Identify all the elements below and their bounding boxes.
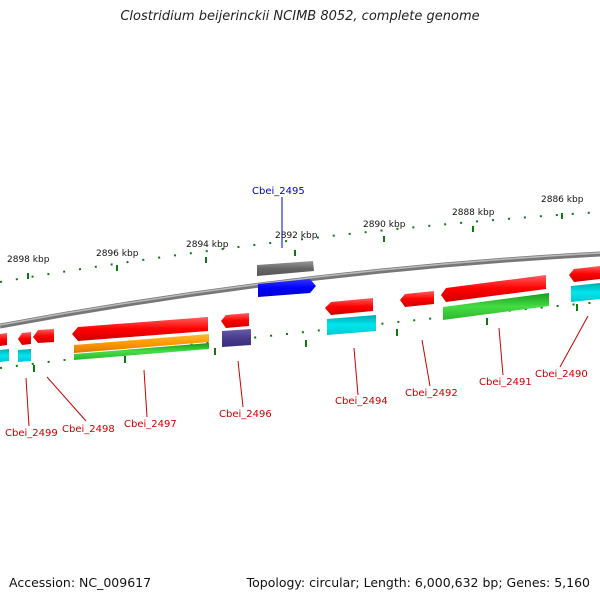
scale-label: 2896 kbp <box>96 249 139 259</box>
scale-major-tick <box>472 226 474 232</box>
genome-title: Clostridium beijerinckii NCIMB 8052, com… <box>120 9 480 24</box>
gene-arrow[interactable] <box>443 293 549 320</box>
scale-major-tick <box>205 257 207 263</box>
gene-label-cbei-2496[interactable]: Cbei_2496 <box>219 409 272 420</box>
gene-arrow[interactable] <box>74 343 209 360</box>
gene-label-cbei-2490[interactable]: Cbei_2490 <box>535 369 588 380</box>
gene-arrow[interactable] <box>0 333 7 346</box>
scale-major-tick <box>27 273 29 279</box>
genome-backbone-highlight <box>0 252 600 326</box>
label-leaders <box>25 197 589 427</box>
upper-scale <box>0 211 600 283</box>
scale-major-tick <box>294 250 296 256</box>
scale-major-tick <box>116 265 118 271</box>
gene-arrow[interactable] <box>18 349 31 362</box>
lower-scale <box>0 301 600 372</box>
gene-arrow[interactable] <box>258 279 316 297</box>
scale-label: 2890 kbp <box>363 220 406 230</box>
gene-arrow[interactable] <box>72 317 208 341</box>
gene-arrow[interactable] <box>400 291 434 307</box>
forward-genes <box>257 261 316 297</box>
reverse-genes <box>0 266 600 362</box>
gene-label-cbei-2499[interactable]: Cbei_2499 <box>5 428 58 439</box>
gene-label-cbei-2491[interactable]: Cbei_2491 <box>479 377 532 388</box>
gene-label-cbei-2495[interactable]: Cbei_2495 <box>252 186 305 197</box>
scale-major-tick <box>383 236 385 242</box>
gene-arrow[interactable] <box>325 298 373 315</box>
scale-label: 2892 kbp <box>275 231 318 241</box>
scale-labels: 2898 kbp 2896 kbp 2894 kbp 2892 kbp 2890… <box>7 195 584 265</box>
gene-arrow[interactable] <box>441 275 546 302</box>
gene-arrow[interactable] <box>222 329 251 347</box>
gene-label-cbei-2492[interactable]: Cbei_2492 <box>405 388 458 399</box>
gene-labels: Cbei_2499 Cbei_2498 Cbei_2497 Cbei_2496 … <box>5 186 588 439</box>
gene-arrow[interactable] <box>74 334 209 353</box>
gene-arrow[interactable] <box>33 329 54 343</box>
scale-label: 2886 kbp <box>541 195 584 205</box>
topology-text: Topology: circular; Length: 6,000,632 bp… <box>246 575 590 590</box>
gene-arrow[interactable] <box>327 315 376 335</box>
gene-arrow[interactable] <box>571 283 600 302</box>
gene-arrow[interactable] <box>257 261 314 276</box>
gene-arrow[interactable] <box>18 332 31 345</box>
scale-label: 2898 kbp <box>7 255 50 265</box>
gene-label-cbei-2498[interactable]: Cbei_2498 <box>62 424 115 435</box>
accession-text: Accession: NC_009617 <box>9 575 152 590</box>
scale-label: 2888 kbp <box>452 208 495 218</box>
scale-major-tick <box>561 213 563 219</box>
gene-arrow[interactable] <box>569 266 600 282</box>
gene-label-cbei-2494[interactable]: Cbei_2494 <box>335 396 388 407</box>
gene-label-cbei-2497[interactable]: Cbei_2497 <box>124 419 177 430</box>
gene-arrow[interactable] <box>0 349 9 362</box>
gene-arrow[interactable] <box>221 313 249 328</box>
scale-label: 2894 kbp <box>186 240 229 250</box>
